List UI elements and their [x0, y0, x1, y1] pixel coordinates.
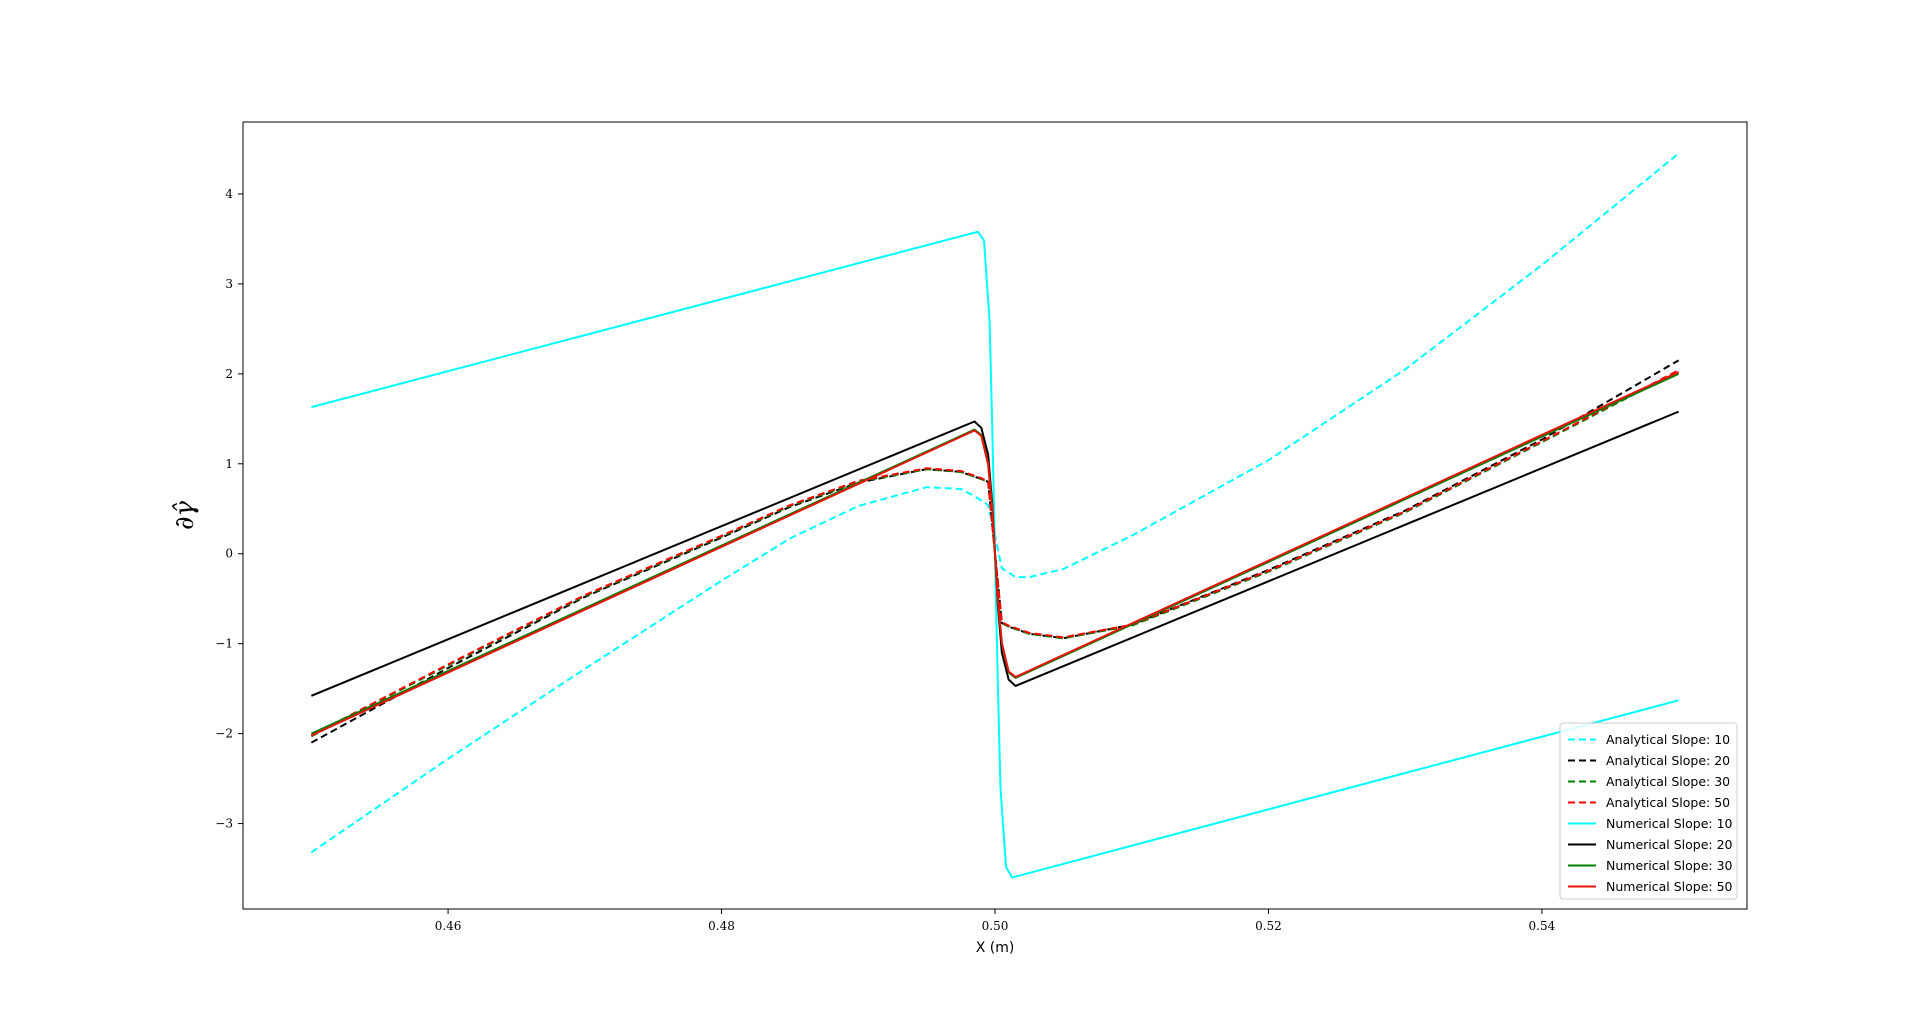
y-tick-label: −3	[215, 817, 233, 831]
legend-entry-label: Analytical Slope: 20	[1606, 753, 1730, 768]
series-lines	[310, 152, 1680, 879]
x-tick-label: 0.52	[1255, 919, 1282, 933]
legend-entry-label: Numerical Slope: 30	[1606, 858, 1733, 873]
x-tick-label: 0.48	[708, 919, 735, 933]
series-line-analytical-slope-50	[310, 369, 1680, 737]
legend-entry-label: Numerical Slope: 10	[1606, 816, 1733, 831]
legend-box	[1559, 722, 1738, 900]
x-axis: 0.46 0.48 0.50 0.52 0.54	[435, 909, 1556, 933]
x-tick-label: 0.54	[1529, 919, 1556, 933]
y-tick-label: 0	[225, 547, 233, 561]
y-tick-label: 1	[225, 457, 233, 471]
y-tick-label: 2	[225, 367, 233, 381]
series-line-analytical-slope-10	[310, 152, 1680, 854]
legend-entry-label: Numerical Slope: 20	[1606, 837, 1733, 852]
legend-entry-label: Analytical Slope: 10	[1606, 732, 1730, 747]
y-axis-label: ∂γ̂	[170, 501, 200, 530]
y-tick-label: 4	[225, 187, 233, 201]
y-tick-label: 3	[225, 277, 233, 291]
y-axis: −3 −2 −1 0 1 2 3 4	[215, 187, 243, 831]
legend-entry-label: Analytical Slope: 30	[1606, 774, 1730, 789]
legend: Analytical Slope: 10 Analytical Slope: 20…	[1559, 722, 1738, 900]
x-axis-label: X (m)	[976, 940, 1015, 956]
y-tick-label: −2	[215, 727, 233, 741]
y-tick-label: −1	[215, 637, 233, 651]
series-line-numerical-slope-50	[310, 371, 1680, 737]
legend-entry-label: Numerical Slope: 50	[1606, 879, 1733, 894]
x-tick-label: 0.50	[982, 919, 1009, 933]
legend-entry-label: Analytical Slope: 50	[1606, 795, 1730, 810]
x-tick-label: 0.46	[435, 919, 462, 933]
